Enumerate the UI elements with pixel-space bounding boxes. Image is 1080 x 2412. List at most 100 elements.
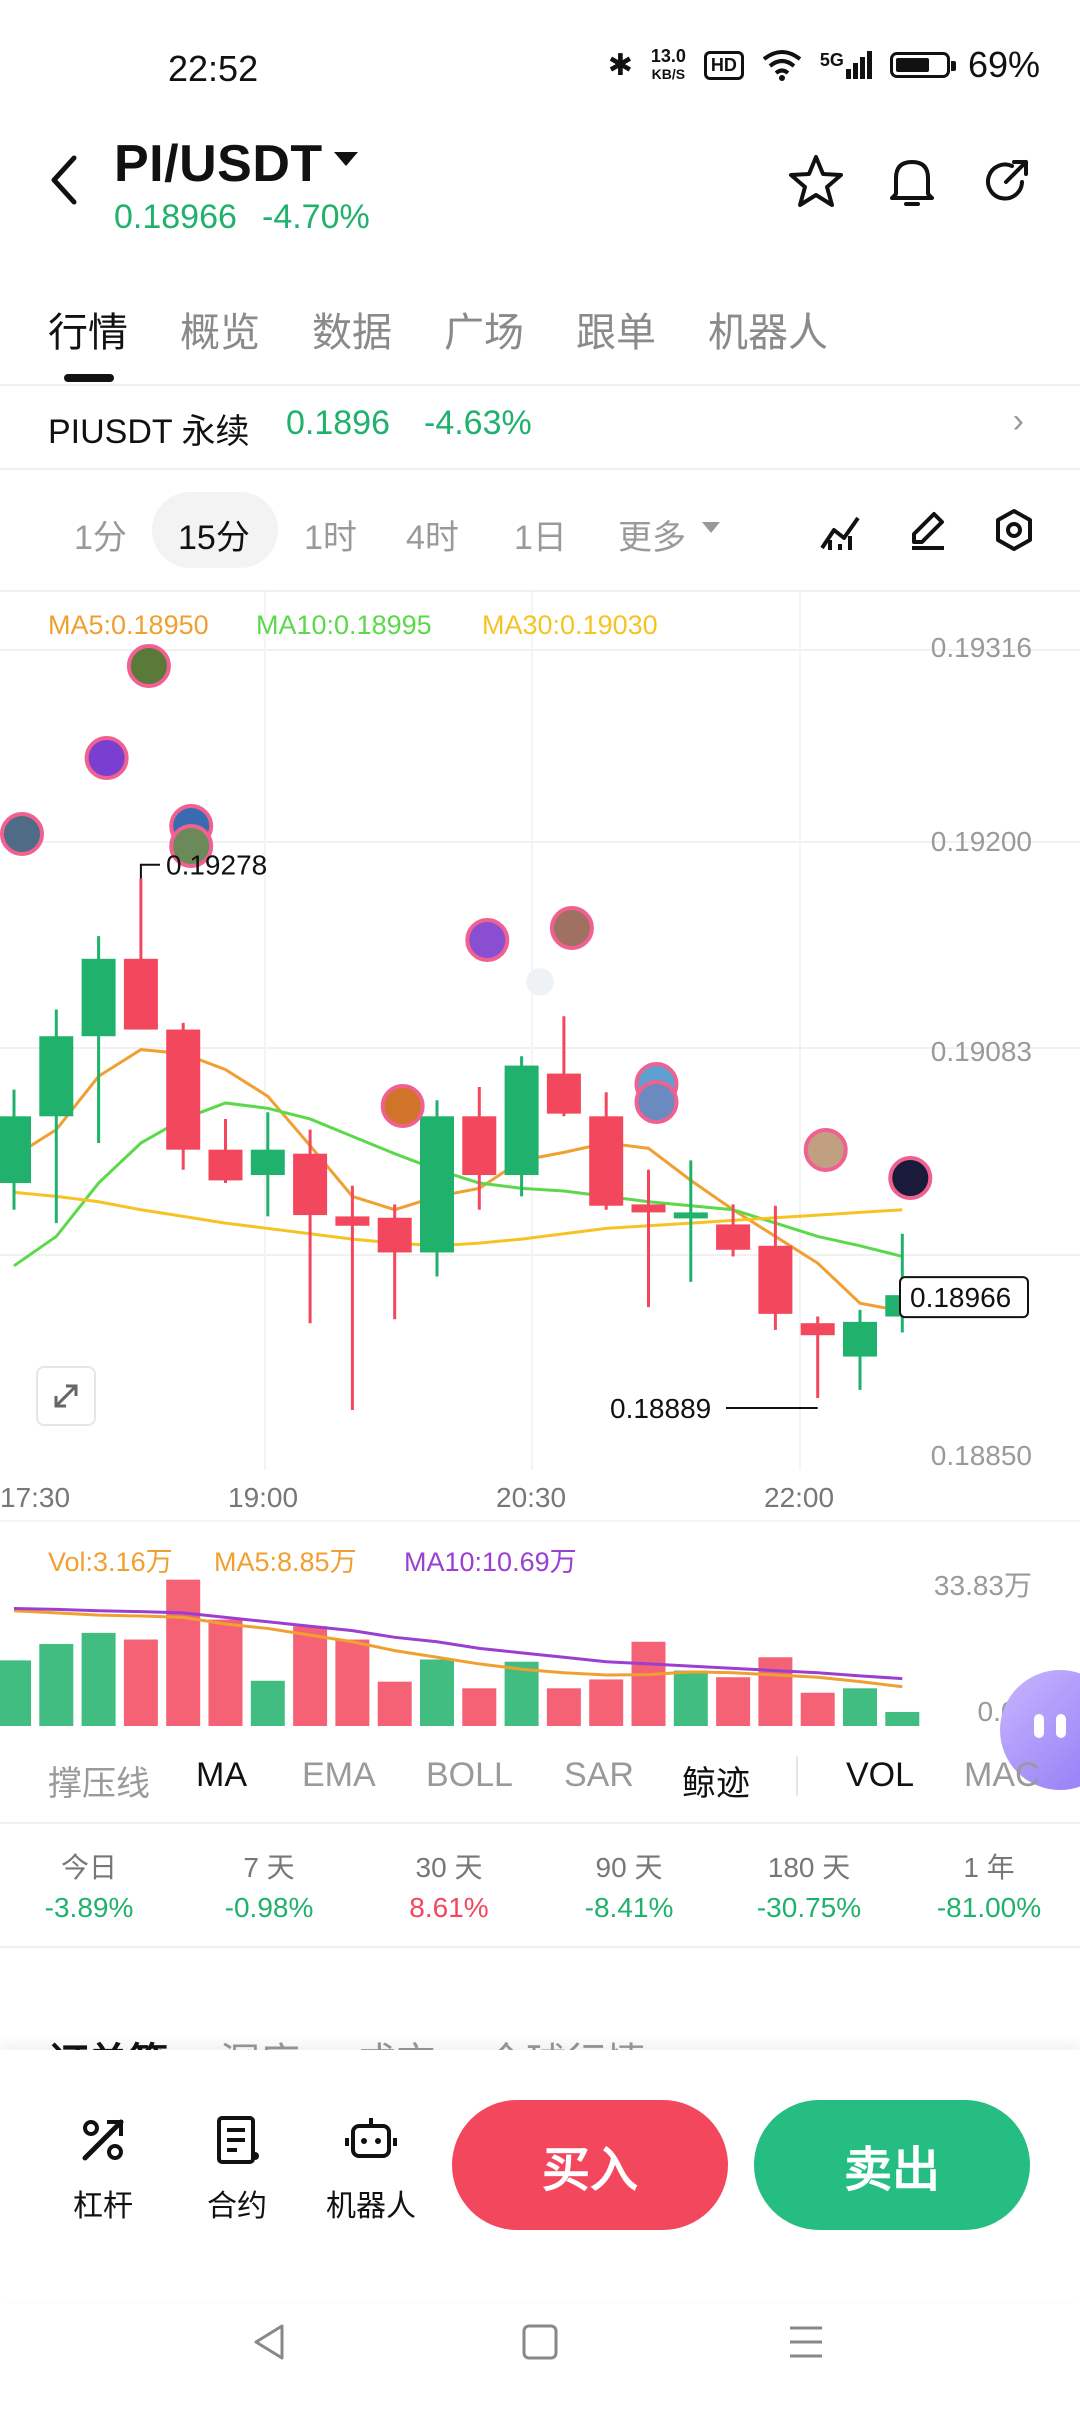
candle-body[interactable] [335,1216,370,1226]
whale-avatar-icon[interactable] [803,1128,848,1172]
sell-button[interactable]: 卖出 [754,2100,1030,2230]
candle-body[interactable] [39,1036,74,1117]
indicator-ma[interactable]: MA [196,1756,247,1794]
pair-title[interactable]: PI/USDT [114,135,323,193]
candle-body[interactable] [293,1153,328,1216]
volume-bar[interactable] [39,1643,74,1726]
indicator-icon[interactable] [818,510,862,554]
interval-more[interactable]: 更多 [618,519,686,557]
indicator-macd[interactable]: MAC [964,1756,1040,1794]
share-icon[interactable] [976,152,1036,212]
candle-body[interactable] [546,1073,581,1114]
candle-body[interactable] [0,1116,31,1184]
volume-bar[interactable] [208,1619,243,1726]
settings-icon[interactable] [992,508,1036,552]
menu-nav-icon[interactable] [784,2320,828,2364]
volume-bar[interactable] [81,1632,116,1726]
candle-body[interactable] [758,1245,793,1314]
candle-body[interactable] [843,1321,877,1357]
whale-avatar-icon[interactable] [169,824,214,868]
candle-body[interactable] [420,1116,454,1253]
tab-square[interactable]: 广场 [444,311,524,355]
more-caret-icon[interactable] [702,522,720,533]
volume-bar[interactable] [335,1639,370,1726]
candlestick-chart[interactable]: ● 0.19278 0.18889 0.18966 [0,590,1080,1510]
tab-copy-trade[interactable]: 跟单 [576,311,656,355]
whale-avatar-icon[interactable] [380,1084,425,1128]
subtab-depth[interactable]: 深度 [220,2030,300,2050]
subtab-trades[interactable]: 成交 [356,2030,436,2050]
indicator-vol[interactable]: VOL [846,1756,915,1794]
indicator-sar[interactable]: SAR [564,1756,634,1794]
volume-bar[interactable] [123,1639,158,1726]
robot-button[interactable]: 机器人 [316,2110,426,2225]
volume-bar[interactable] [377,1681,412,1726]
subtab-orderbook[interactable]: 订单簿 [48,2030,168,2050]
back-arrow-icon[interactable] [44,150,84,210]
interval-1m[interactable]: 1分 [74,519,127,557]
volume-bar[interactable] [462,1688,497,1726]
candle-body[interactable] [716,1224,751,1250]
indicator-whale[interactable]: 鲸迹 [682,1765,750,1803]
whale-avatar-icon[interactable] [634,1080,679,1124]
star-icon[interactable] [786,152,846,212]
volume-bar[interactable] [843,1688,877,1726]
pair-dropdown-icon[interactable] [334,152,358,166]
whale-avatar-icon[interactable] [84,736,129,780]
indicator-ema[interactable]: EMA [302,1756,376,1794]
tab-data[interactable]: 数据 [312,311,392,355]
volume-chart[interactable] [0,1530,1080,1730]
back-nav-icon[interactable] [248,2320,292,2364]
interval-1h[interactable]: 1时 [304,519,357,557]
volume-bar[interactable] [166,1579,201,1726]
tab-overview[interactable]: 概览 [180,311,260,355]
fullscreen-button[interactable] [36,1366,96,1426]
tab-market[interactable]: 行情 [48,311,128,355]
whale-avatar-icon[interactable] [549,906,594,950]
candle-body[interactable] [166,1029,201,1150]
candle-body[interactable] [81,958,116,1037]
candle-body[interactable] [631,1204,666,1213]
interval-4h[interactable]: 4时 [406,519,459,557]
candle-body[interactable] [800,1323,835,1336]
volume-bar[interactable] [716,1677,751,1726]
volume-bar[interactable] [800,1692,835,1726]
volume-bar[interactable] [758,1657,793,1726]
chevron-right-icon[interactable]: › [1012,402,1024,440]
candle-body[interactable] [208,1149,243,1181]
home-nav-icon[interactable] [518,2320,562,2364]
volume-bar[interactable] [546,1688,581,1726]
whale-avatar-icon[interactable] [126,644,171,688]
volume-bar[interactable] [885,1711,920,1726]
volume-bar[interactable] [589,1679,624,1726]
volume-bar[interactable] [420,1659,454,1726]
volume-bar[interactable] [250,1680,285,1726]
candle-body[interactable] [377,1217,412,1253]
bell-icon[interactable] [882,152,942,212]
candle-body[interactable] [462,1116,497,1176]
volume-bar[interactable] [504,1661,539,1726]
candle-body[interactable] [504,1065,539,1176]
whale-avatar-icon[interactable] [888,1156,933,1200]
interval-1d[interactable]: 1日 [514,519,567,557]
whale-avatar-icon[interactable] [0,812,44,856]
buy-button[interactable]: 买入 [452,2100,728,2230]
subtab-global[interactable]: 全球行情 [486,2030,646,2050]
leverage-button[interactable]: 杠杆 [48,2110,158,2225]
volume-bar[interactable] [631,1641,666,1726]
candle-body[interactable] [123,958,158,1030]
volume-bar[interactable] [293,1626,328,1726]
interval-15m[interactable]: 15分 [178,519,250,557]
perp-price: 0.1896 [286,404,390,442]
draw-pen-icon[interactable] [906,508,950,552]
volume-bar[interactable] [0,1660,31,1726]
candle-body[interactable] [673,1212,708,1219]
volume-bar[interactable] [673,1670,708,1726]
contract-button[interactable]: 合约 [182,2110,292,2225]
indicator-boll[interactable]: BOLL [426,1756,513,1794]
whale-avatar-icon[interactable] [465,918,510,962]
candle-body[interactable] [589,1116,624,1206]
tab-bot[interactable]: 机器人 [708,311,828,355]
candle-body[interactable] [250,1149,285,1176]
indicator-support-resistance[interactable]: 撑压线 [48,1765,150,1803]
